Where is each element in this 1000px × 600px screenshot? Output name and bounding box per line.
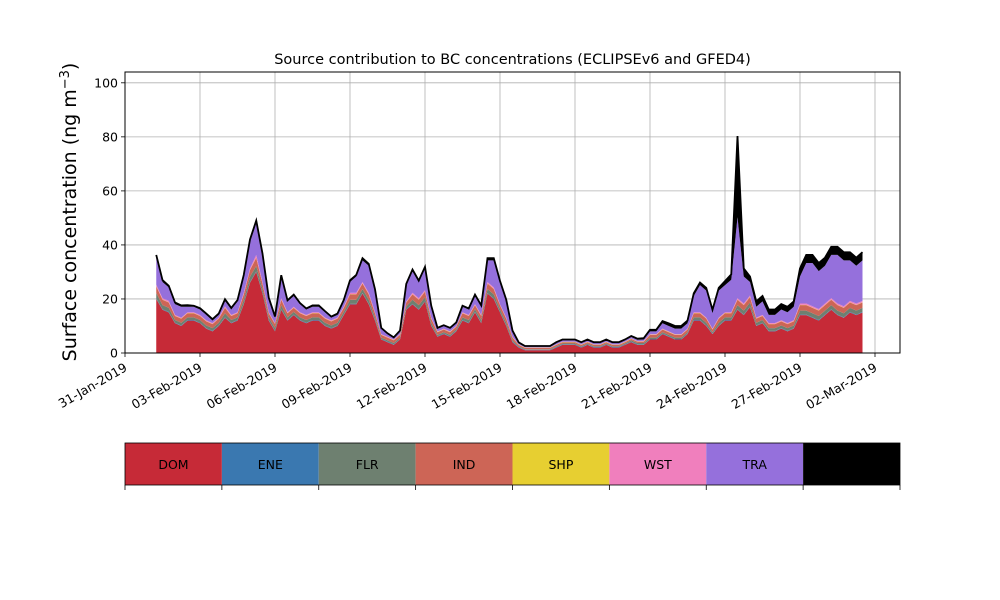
x-tick-label: 02-Mar-2019 [803,360,879,413]
legend: DOM ENE FLR IND SHP WST TRA BB [124,442,901,490]
area-tra [156,217,863,348]
y-axis-label-main: Surface concentration (ng m [59,89,81,361]
legend-swatch-flr [318,443,416,485]
y-tick-label: 60 [102,183,118,198]
x-tick-label: 24-Feb-2019 [654,360,730,412]
y-tick-label: 0 [110,346,118,361]
y-tick-label: 20 [102,291,118,306]
x-tick-label: 12-Feb-2019 [354,360,430,412]
chart-title: Source contribution to BC concentrations… [274,52,751,68]
legend-swatch-bb [803,443,900,485]
y-axis: 0 20 40 60 80 100 [94,75,125,361]
area-dom [156,271,863,353]
legend-swatch-wst [609,443,707,485]
y-axis-label-close: ) [59,63,81,70]
x-axis: 31-Jan-2019 03-Feb-2019 06-Feb-2019 09-Feb-… [56,353,880,412]
total-outline [155,135,864,347]
x-tick-label: 03-Feb-2019 [129,360,205,412]
y-tick-label: 100 [94,75,118,90]
legend-label-bb: BB [843,457,860,472]
y-tick-label: 40 [102,237,118,252]
x-tick-label: 06-Feb-2019 [204,360,280,412]
legend-label-ene: ENE [258,457,283,472]
y-axis-label-superscript: −3 [58,70,73,89]
x-tick-label: 15-Feb-2019 [429,360,505,412]
legend-label-ind: IND [453,457,476,472]
x-tick-label: 09-Feb-2019 [279,360,355,412]
legend-swatch-dom [125,443,222,485]
y-tick-label: 80 [102,129,118,144]
legend-label-dom: DOM [158,457,188,472]
legend-label-shp: SHP [549,457,574,472]
legend-label-tra: TRA [742,457,768,472]
x-tick-label: 18-Feb-2019 [504,360,580,412]
y-axis-label: Surface concentration (ng m−3) [58,63,82,362]
plot-frame [124,71,901,354]
area-flr [156,265,863,350]
legend-label-wst: WST [644,457,672,472]
x-tick-label: 21-Feb-2019 [579,360,655,412]
legend-swatch-ind [415,443,513,485]
legend-swatch-tra [706,443,804,485]
legend-swatch-ene [221,443,319,485]
x-tick-label: 27-Feb-2019 [729,360,805,412]
legend-swatch-shp [512,443,610,485]
x-tick-label: 31-Jan-2019 [56,360,130,411]
area-ind [156,257,863,350]
total-line [155,135,864,347]
legend-label-flr: FLR [356,457,379,472]
stacked-areas [156,136,863,353]
